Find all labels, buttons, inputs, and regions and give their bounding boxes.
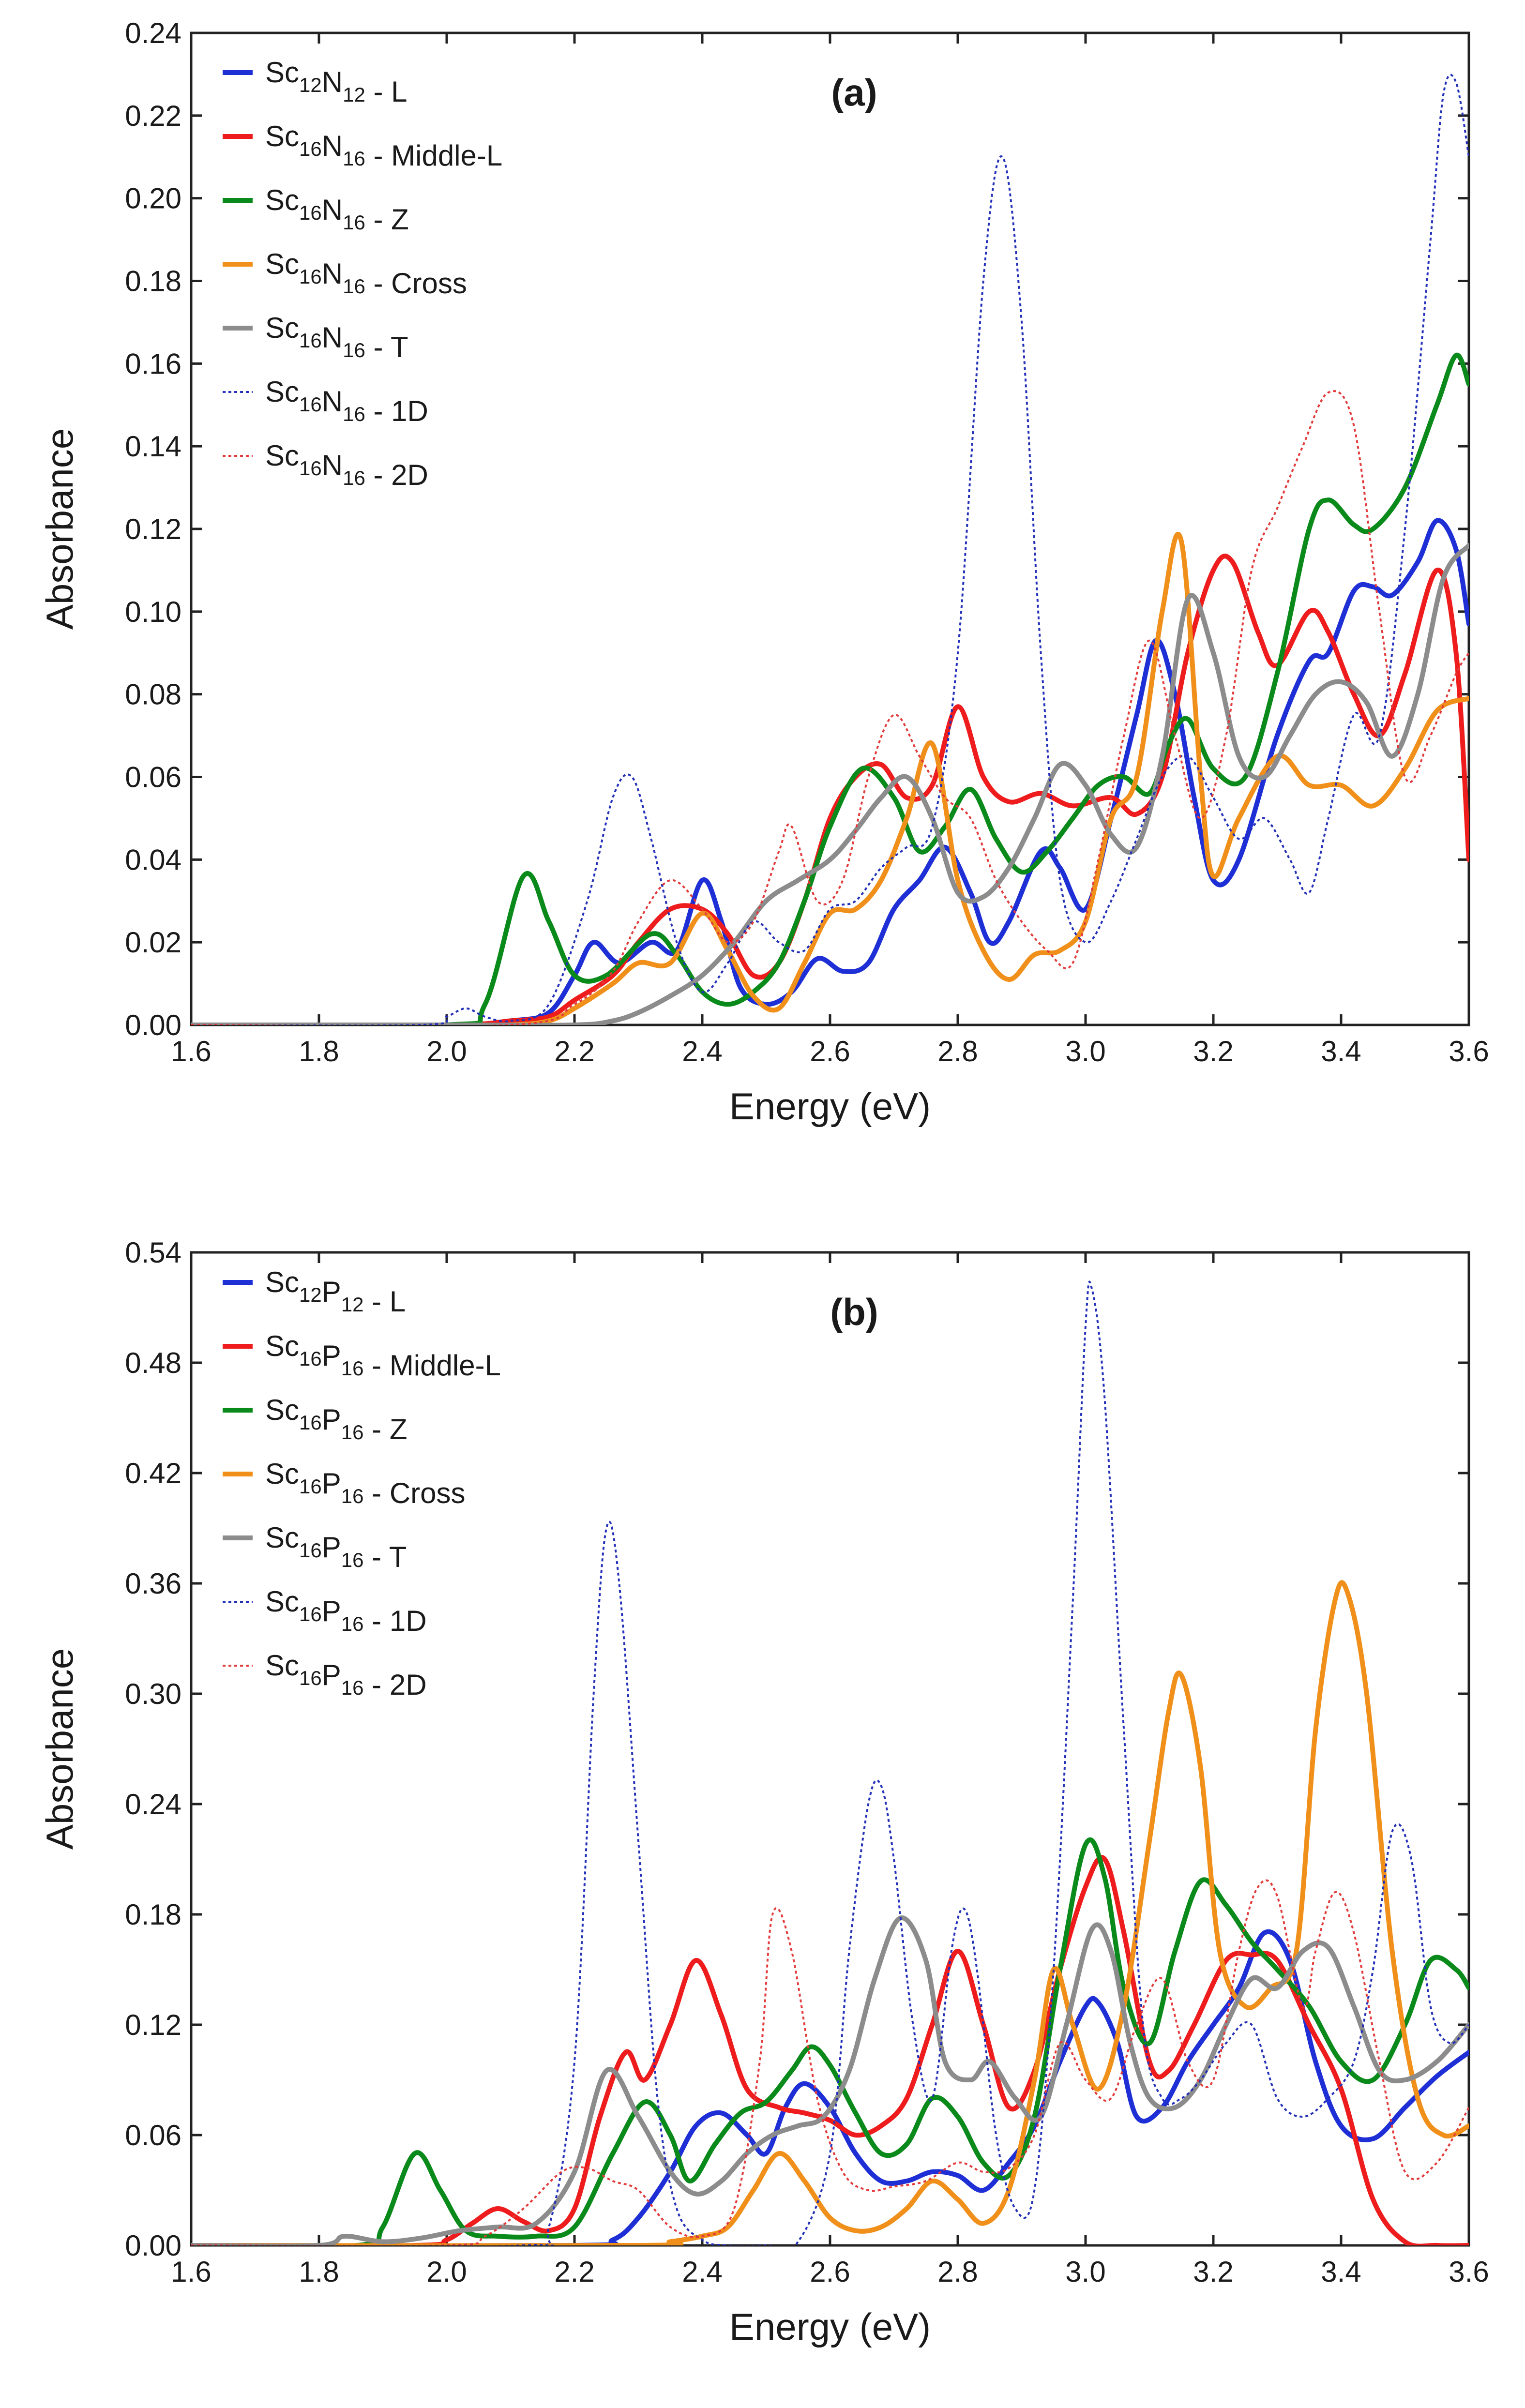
- x-tick-label: 1.8: [299, 2256, 339, 2288]
- y-tick-label: 0.36: [125, 1567, 181, 1600]
- series-group: [191, 74, 1469, 1025]
- x-tick-label: 2.0: [426, 2256, 467, 2288]
- x-tick-label: 3.6: [1449, 1035, 1489, 1068]
- x-tick-label: 2.4: [682, 1035, 722, 1068]
- x-tick-label: 3.0: [1065, 2256, 1105, 2288]
- series-line-5: [191, 1915, 1469, 2245]
- y-tick-label: 0.02: [125, 926, 181, 959]
- legend-label: Sc16P16 - T: [265, 1521, 407, 1573]
- legend-label: Sc16N16 - Middle-L: [265, 120, 502, 172]
- y-tick-label: 0.04: [125, 843, 181, 876]
- chart-panel-a: 1.6 1.8 2.0 2.2 2.4 2.6 2.8 3.0 3.2 3.4 3.6 0.00 0.0…: [38, 17, 1489, 1128]
- y-tick-label: 0.24: [125, 1788, 181, 1821]
- legend-label: Sc16N16 - T: [265, 312, 408, 363]
- y-tick-label: 0.16: [125, 347, 181, 380]
- series-line-4: [191, 1580, 1469, 2245]
- x-tick-label: 2.2: [554, 2256, 594, 2288]
- legend-label: Sc16N16 - 1D: [265, 376, 428, 427]
- series-line-3: [191, 352, 1469, 1025]
- y-tick-label: 0.22: [125, 100, 181, 132]
- series-line-3: [191, 1837, 1469, 2245]
- y-tick-label: 0.18: [125, 265, 181, 298]
- series-line-6: [191, 1280, 1469, 2245]
- y-tick-label: 0.00: [125, 1009, 181, 1041]
- series-line-7: [191, 390, 1469, 1025]
- x-axis-title: Energy (eV): [729, 2305, 931, 2348]
- legend-label: Sc12N12 - L: [265, 56, 408, 108]
- legend-label: Sc16P16 - 2D: [265, 1649, 427, 1701]
- series-line-4: [191, 531, 1469, 1025]
- legend-label: Sc16P16 - Middle-L: [265, 1330, 501, 1382]
- legend-label: Sc16N16 - Cross: [265, 248, 467, 300]
- series-line-6: [191, 74, 1469, 1025]
- y-tick-label: 0.54: [125, 1236, 181, 1269]
- y-tick-label: 0.48: [125, 1347, 181, 1379]
- x-tick-label: 1.8: [299, 1035, 339, 1068]
- y-tick-label: 0.06: [125, 2119, 181, 2152]
- panel-label: (a): [831, 71, 877, 114]
- y-axis-title: Absorbance: [38, 428, 81, 630]
- legend-label: Sc16N16 - 2D: [265, 439, 428, 491]
- series-group: [191, 1280, 1469, 2245]
- series-line-1: [191, 518, 1469, 1025]
- x-tick-label: 3.6: [1449, 2256, 1489, 2288]
- x-tick-label: 2.0: [426, 1035, 467, 1068]
- y-tick-label: 0.24: [125, 17, 181, 49]
- chart-panel-b: 1.6 1.8 2.0 2.2 2.4 2.6 2.8 3.0 3.2 3.4 3.6 0.00 0.0…: [38, 1236, 1489, 2348]
- y-tick-label: 0.20: [125, 182, 181, 215]
- y-tick-label: 0.12: [125, 2009, 181, 2041]
- y-tick-label: 0.10: [125, 596, 181, 628]
- x-tick-label: 3.2: [1193, 2256, 1233, 2288]
- x-tick-label: 3.4: [1321, 2256, 1361, 2288]
- y-tick-label: 0.42: [125, 1457, 181, 1490]
- legend-label: Sc16P16 - 1D: [265, 1585, 427, 1637]
- y-tick-label: 0.18: [125, 1898, 181, 1931]
- y-tick-label: 0.08: [125, 678, 181, 711]
- panel-label: (b): [830, 1291, 878, 1333]
- x-tick-label: 2.6: [810, 2256, 850, 2288]
- x-tick-label: 1.6: [171, 2256, 211, 2288]
- x-tick-label: 2.2: [554, 1035, 594, 1068]
- y-tick-label: 0.12: [125, 513, 181, 545]
- x-tick-label: 2.6: [810, 1035, 850, 1068]
- y-tick-label: 0.00: [125, 2229, 181, 2262]
- series-line-2: [191, 1855, 1469, 2245]
- series-line-7: [191, 1879, 1469, 2245]
- y-tick-label: 0.06: [125, 761, 181, 794]
- series-line-5: [191, 543, 1469, 1025]
- y-tick-label: 0.14: [125, 430, 181, 463]
- x-tick-label: 3.0: [1065, 1035, 1105, 1068]
- y-tick-label: 0.30: [125, 1678, 181, 1710]
- legend: Sc12P12 - L Sc16P16 - Middle-L Sc16P16 - Z…: [223, 1266, 501, 1701]
- x-tick-label: 3.2: [1193, 1035, 1233, 1068]
- x-tick-label: 2.8: [937, 1035, 978, 1068]
- legend-label: Sc16P16 - Z: [265, 1394, 407, 1445]
- legend: Sc12N12 - L Sc16N16 - Middle-L Sc16N16 - Z…: [223, 56, 502, 491]
- x-tick-label: 2.4: [682, 2256, 722, 2288]
- x-tick-label: 3.4: [1321, 1035, 1361, 1068]
- x-tick-label: 1.6: [171, 1035, 211, 1068]
- legend-label: Sc16N16 - Z: [265, 184, 409, 236]
- x-axis-title: Energy (eV): [729, 1085, 931, 1128]
- y-axis-title: Absorbance: [38, 1648, 81, 1850]
- x-tick-label: 2.8: [937, 2256, 978, 2288]
- legend-label: Sc12P12 - L: [265, 1266, 406, 1318]
- legend-label: Sc16P16 - Cross: [265, 1458, 466, 1509]
